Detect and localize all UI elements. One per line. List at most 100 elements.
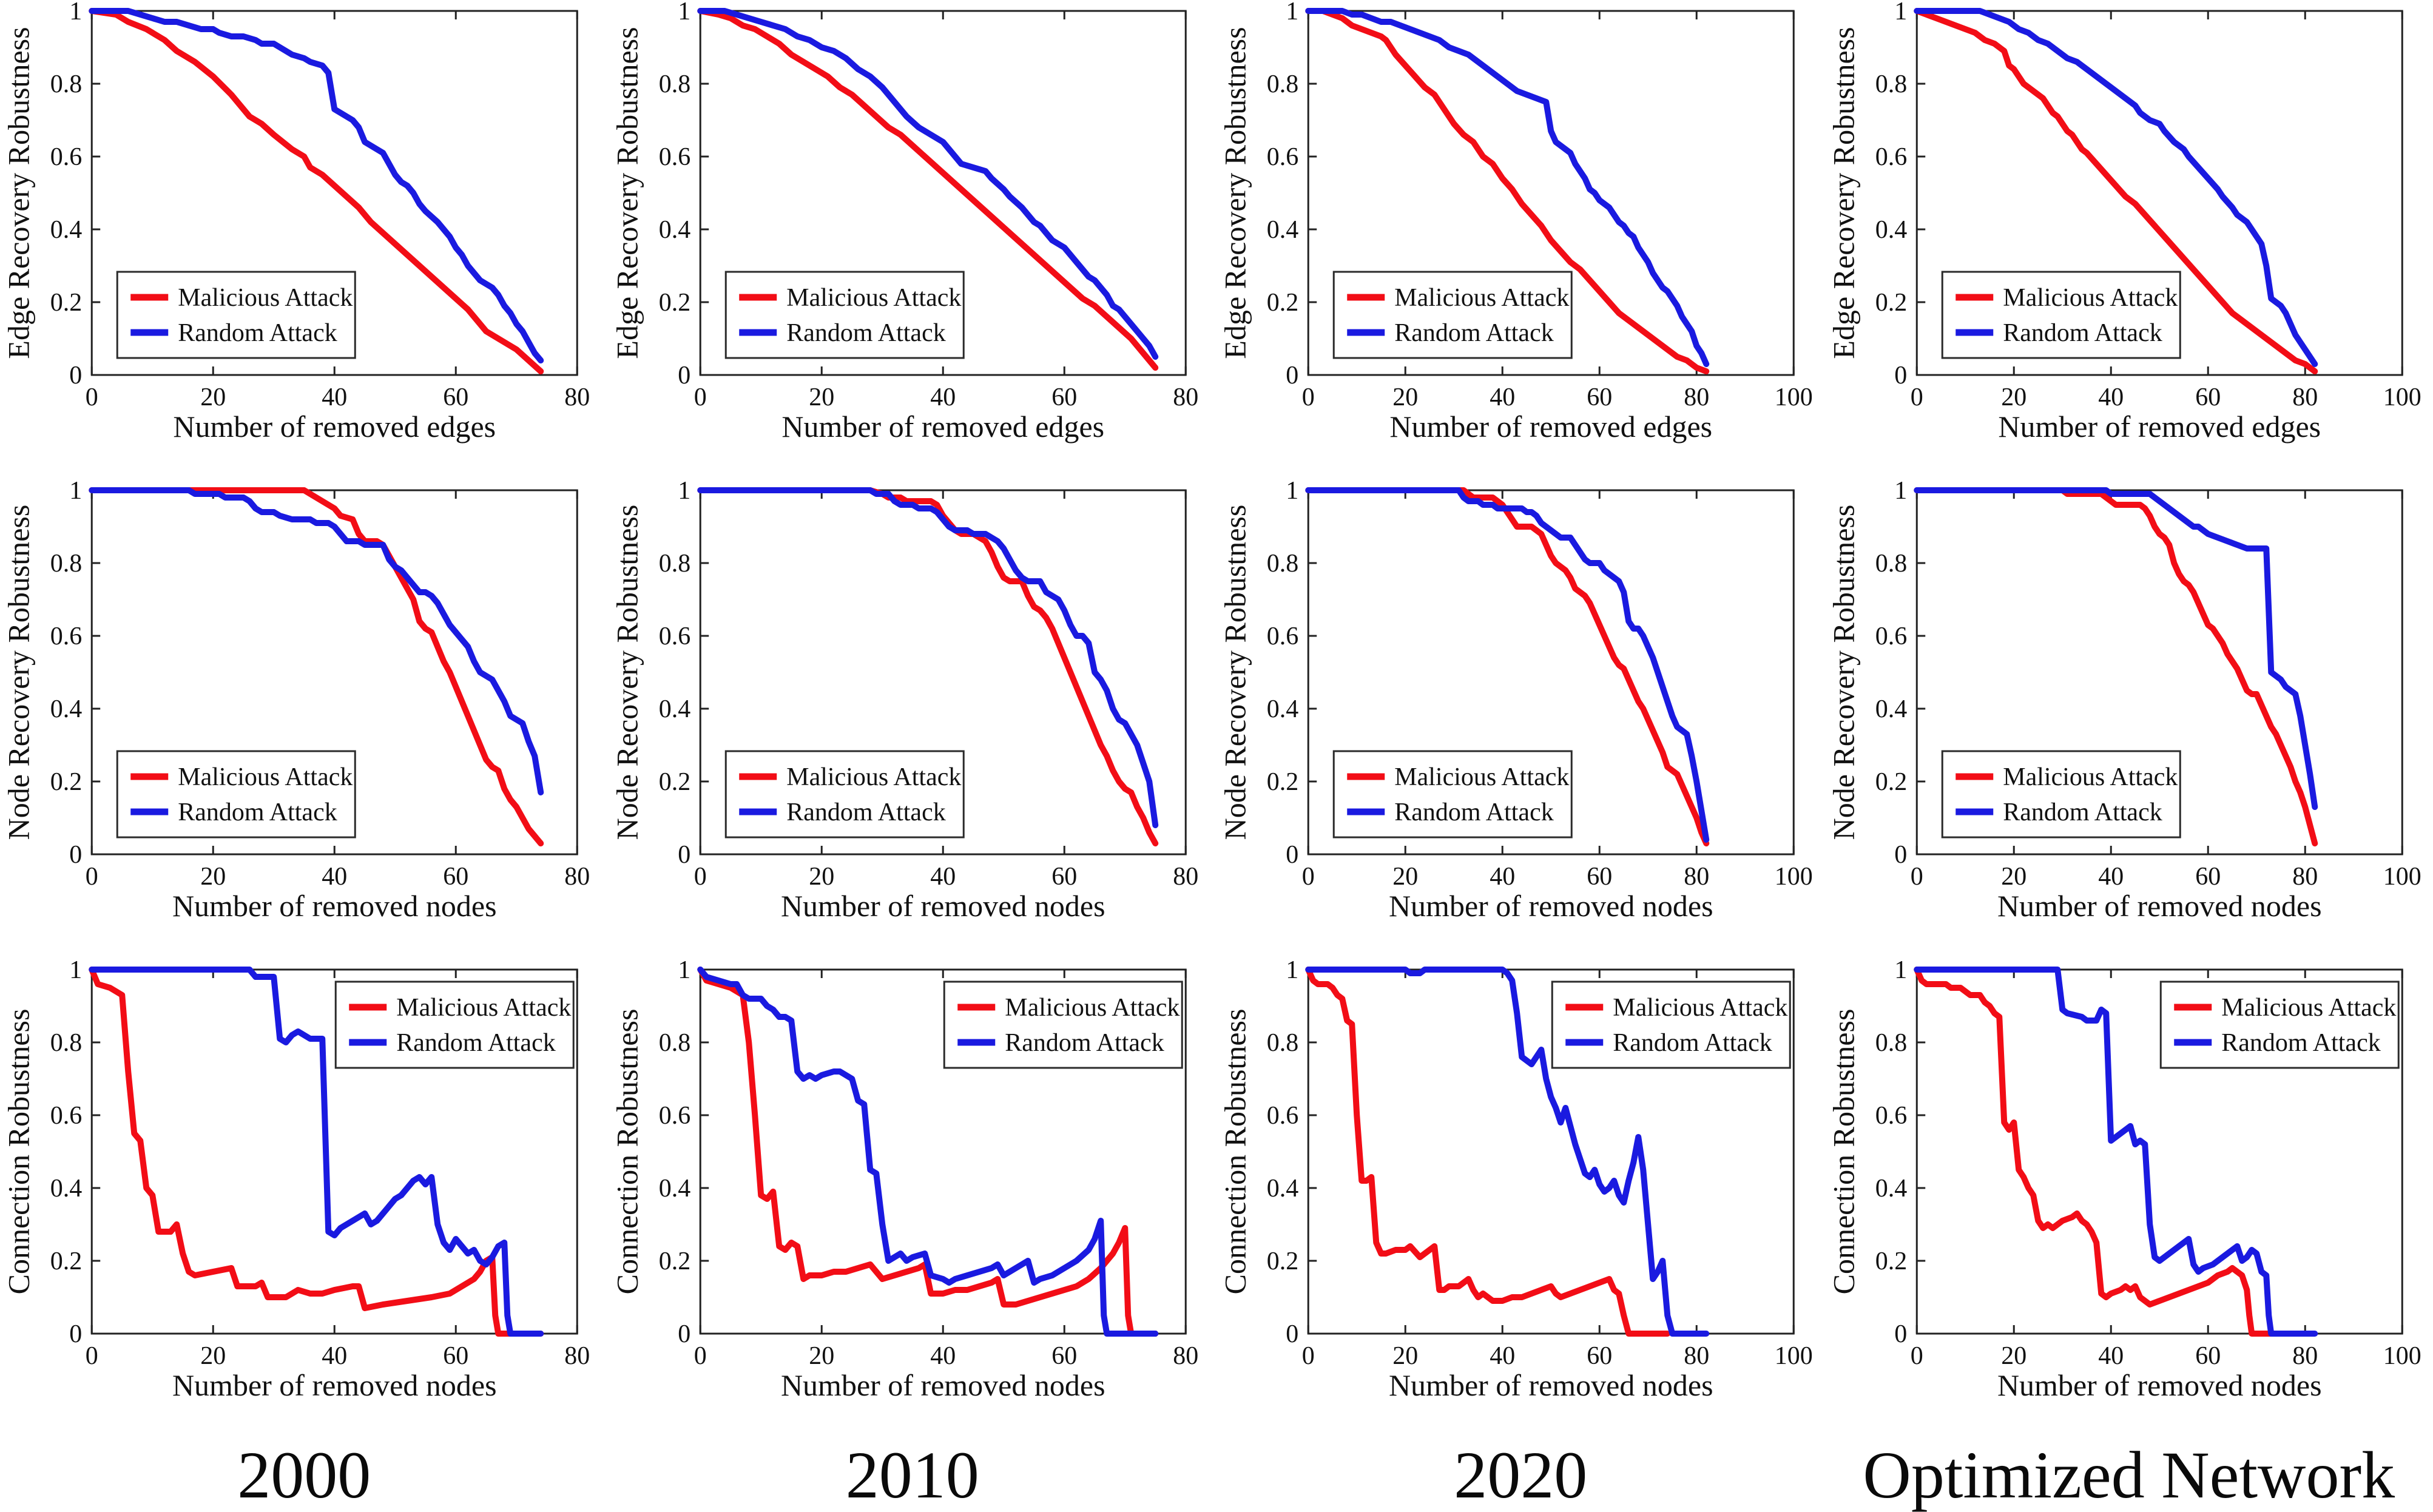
x-tick-label: 80 xyxy=(1684,1342,1709,1370)
x-axis-label: Number of removed edges xyxy=(1998,410,2321,444)
y-axis-label: Node Recovery Robustness xyxy=(1826,505,1860,840)
subplot-row2-col2: 0 20 40 60 80 0 0.2 0.4 0.6 0.8 1 Number of remove… xyxy=(609,479,1217,959)
legend-label-malicious: Malicious Attack xyxy=(1394,763,1569,791)
legend-label-random: Random Attack xyxy=(2221,1029,2380,1057)
random-attack-line xyxy=(697,487,1158,828)
y-tick-label: 0 xyxy=(1894,841,1907,869)
y-axis-label: Connection Robustness xyxy=(1218,1009,1252,1295)
x-tick-label: 20 xyxy=(809,1342,834,1370)
random-attack-line xyxy=(1913,487,2318,810)
chart-row1-col4: 0 20 40 60 80 100 0 0.2 0.4 0.6 0.8 1 Number of rem… xyxy=(1826,0,2421,444)
y-tick-label: 0 xyxy=(69,362,82,390)
random-attack-line xyxy=(89,487,544,795)
y-tick-label: 0.2 xyxy=(50,1247,83,1275)
subplot-row3-col4: 0 20 40 60 80 100 0 0.2 0.4 0.6 0.8 1 Number of rem… xyxy=(1825,959,2433,1438)
x-tick-label: 100 xyxy=(2383,1342,2421,1370)
x-tick-label: 0 xyxy=(1910,383,1923,411)
y-tick-label: 1 xyxy=(1286,959,1298,984)
y-tick-label: 0.6 xyxy=(1875,143,1907,171)
legend-box xyxy=(724,271,965,359)
y-tick-label: 0.2 xyxy=(1875,768,1907,796)
random-attack-line xyxy=(1305,967,1710,1337)
x-tick-label: 80 xyxy=(564,1342,590,1370)
y-tick-label: 0.8 xyxy=(1875,70,1907,98)
y-tick-label: 1 xyxy=(69,479,82,505)
x-tick-label: 80 xyxy=(564,383,590,411)
random-attack-line xyxy=(1305,8,1710,367)
y-tick-label: 0.4 xyxy=(658,1175,690,1203)
y-tick-label: 0.8 xyxy=(50,550,83,578)
y-tick-label: 0.8 xyxy=(1267,70,1299,98)
chart-row1-col3: 0 20 40 60 80 100 0 0.2 0.4 0.6 0.8 1 Number of rem… xyxy=(1218,0,1813,444)
malicious-attack-line xyxy=(1305,967,1671,1337)
x-tick-label: 80 xyxy=(1173,383,1198,411)
malicious-attack-line xyxy=(1305,8,1710,374)
legend-box xyxy=(2159,980,2400,1069)
legend-box xyxy=(1941,271,2181,359)
x-axis-label: Number of removed edges xyxy=(173,410,496,444)
y-tick-label: 1 xyxy=(678,0,690,25)
y-tick-label: 0.6 xyxy=(658,623,690,650)
y-axis-label: Edge Recovery Robustness xyxy=(1826,27,1860,359)
y-tick-label: 0.4 xyxy=(1875,216,1907,244)
x-tick-label: 20 xyxy=(1392,383,1418,411)
legend-label-random: Random Attack xyxy=(1613,1029,1772,1057)
legend-label-malicious: Malicious Attack xyxy=(178,284,353,312)
x-tick-label: 0 xyxy=(1302,383,1315,411)
legend-label-malicious: Malicious Attack xyxy=(2003,284,2178,312)
legend: Malicious Attack Random Attack xyxy=(724,271,965,359)
x-axis-label: Number of removed edges xyxy=(781,410,1104,444)
y-tick-label: 1 xyxy=(69,959,82,984)
y-axis-label: Connection Robustness xyxy=(1826,1009,1860,1295)
legend-label-random: Random Attack xyxy=(178,319,337,347)
legend: Malicious Attack Random Attack xyxy=(943,980,1183,1069)
x-tick-label: 80 xyxy=(1173,863,1198,891)
x-tick-label: 60 xyxy=(1051,1342,1077,1370)
x-tick-label: 80 xyxy=(2292,1342,2318,1370)
chart-row3-col2: 0 20 40 60 80 0 0.2 0.4 0.6 0.8 1 Number of remove… xyxy=(610,959,1198,1402)
y-tick-label: 0.4 xyxy=(1875,695,1907,723)
x-tick-label: 60 xyxy=(443,1342,468,1370)
y-axis-label: Node Recovery Robustness xyxy=(1218,505,1252,840)
x-tick-label: 0 xyxy=(693,863,706,891)
random-attack-line xyxy=(1913,8,2318,367)
y-axis-label: Connection Robustness xyxy=(1,1009,35,1295)
y-tick-label: 0 xyxy=(1894,1320,1907,1348)
legend: Malicious Attack Random Attack xyxy=(1941,271,2181,359)
malicious-attack-line xyxy=(697,8,1158,371)
x-tick-label: 80 xyxy=(1173,1342,1198,1370)
y-axis-label: Edge Recovery Robustness xyxy=(1,27,35,359)
legend: Malicious Attack Random Attack xyxy=(1332,271,1573,359)
column-title-2000: 2000 xyxy=(237,1438,371,1512)
y-tick-label: 0.2 xyxy=(658,768,690,796)
y-tick-label: 0.4 xyxy=(1267,695,1299,723)
y-tick-label: 0.2 xyxy=(1267,289,1299,317)
subplot-grid: 0 20 40 60 80 0 0.2 0.4 0.6 0.8 1 Number of remove… xyxy=(1,0,2433,1438)
y-tick-label: 0.6 xyxy=(1875,623,1907,650)
y-tick-label: 0.2 xyxy=(50,289,83,317)
y-tick-label: 0.6 xyxy=(50,623,83,650)
malicious-attack-line xyxy=(697,967,1158,1337)
x-tick-label: 20 xyxy=(809,863,834,891)
x-tick-label: 40 xyxy=(322,863,347,891)
legend-label-random: Random Attack xyxy=(1394,798,1553,826)
x-tick-label: 100 xyxy=(1775,863,1813,891)
y-axis-label: Node Recovery Robustness xyxy=(610,505,644,840)
x-axis-label: Number of removed nodes xyxy=(1389,889,1713,923)
legend-box xyxy=(1941,750,2181,839)
y-tick-label: 0.8 xyxy=(1875,1029,1907,1057)
column-titles-row: 2000 2010 2020 Optimized Network xyxy=(0,1438,2433,1512)
random-attack-line xyxy=(89,967,544,1337)
y-tick-label: 0.6 xyxy=(50,143,83,171)
legend-label-malicious: Malicious Attack xyxy=(1394,284,1569,312)
legend-label-malicious: Malicious Attack xyxy=(786,284,961,312)
x-tick-label: 60 xyxy=(1587,383,1612,411)
y-tick-label: 0.2 xyxy=(658,289,690,317)
x-tick-label: 20 xyxy=(1392,863,1418,891)
y-tick-label: 0.2 xyxy=(50,768,83,796)
column-title-2020: 2020 xyxy=(1454,1438,1588,1512)
legend-box xyxy=(116,750,356,839)
x-tick-label: 40 xyxy=(930,863,956,891)
malicious-attack-line xyxy=(1913,967,2279,1337)
malicious-attack-line xyxy=(89,8,544,374)
